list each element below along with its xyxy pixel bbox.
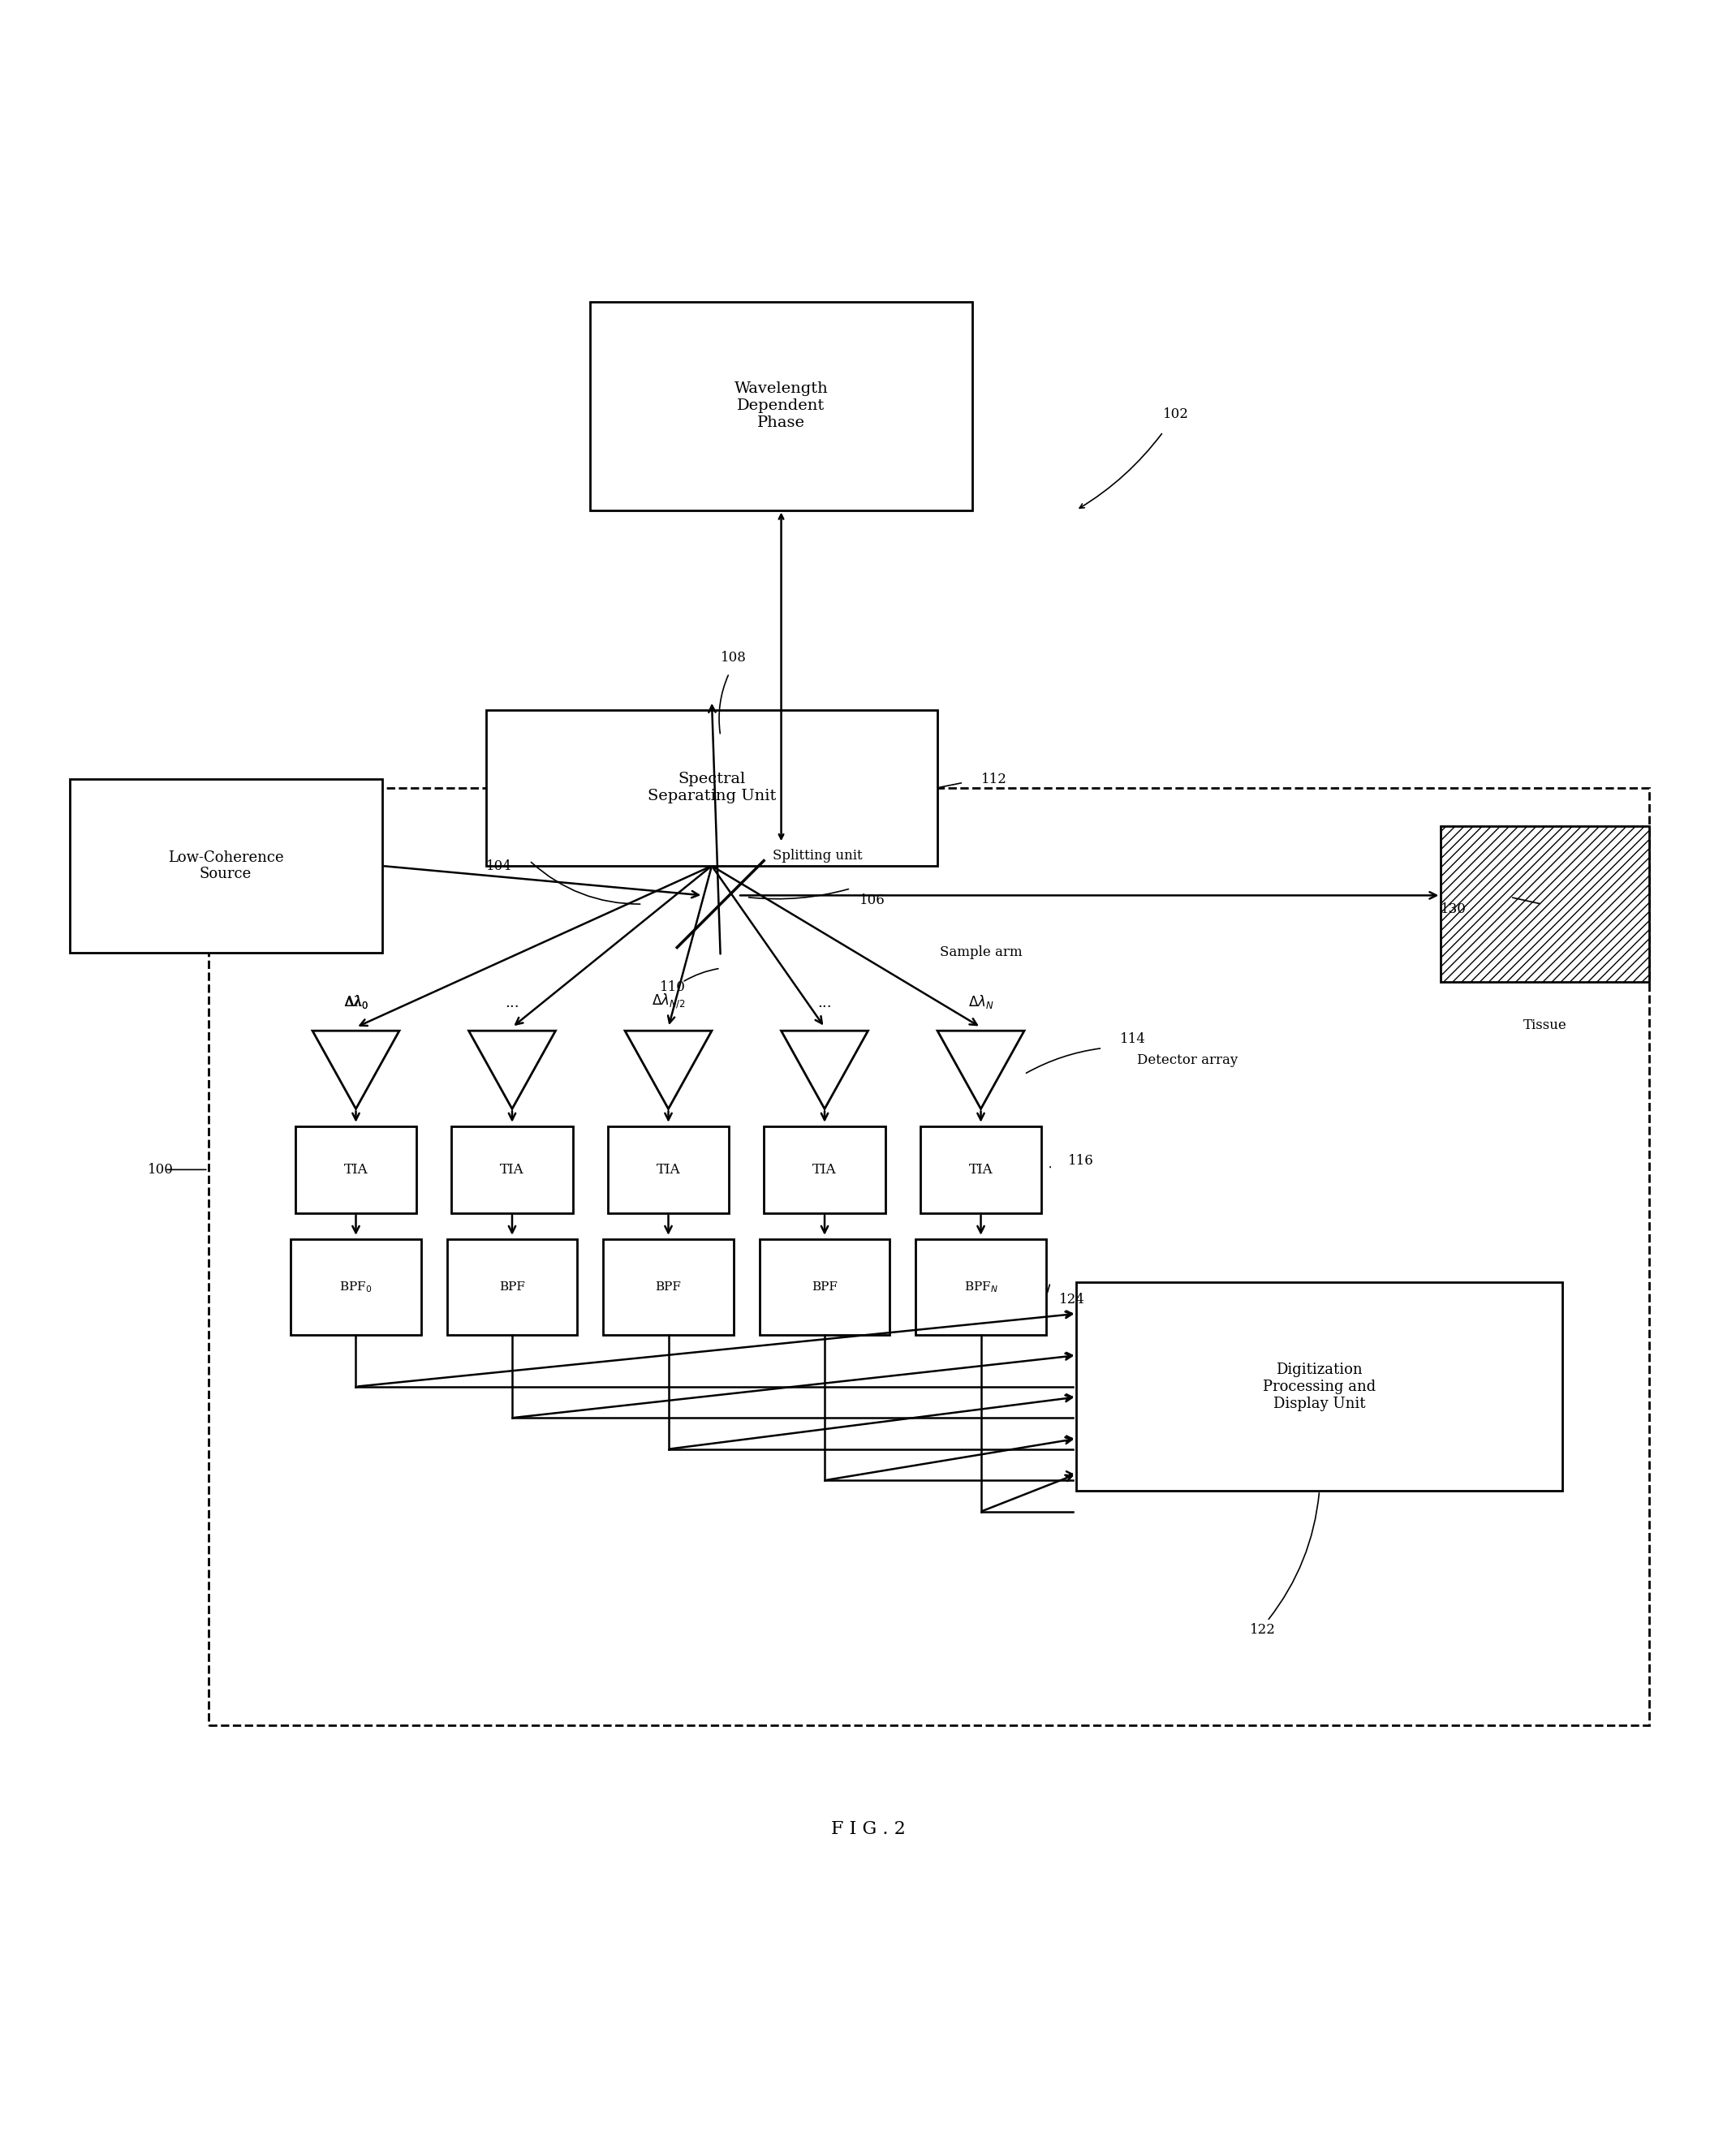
Text: F I G . 2: F I G . 2 (832, 1820, 904, 1839)
Text: Δλ$_0$: Δλ$_0$ (344, 993, 368, 1010)
Text: TIA: TIA (969, 1164, 993, 1176)
Text: 104: 104 (486, 859, 512, 874)
FancyBboxPatch shape (446, 1238, 576, 1334)
Text: BPF$_N$: BPF$_N$ (963, 1279, 998, 1294)
Text: BPF: BPF (656, 1281, 681, 1294)
Text: 122: 122 (1250, 1622, 1276, 1637)
FancyBboxPatch shape (1441, 827, 1649, 982)
Text: 112: 112 (981, 771, 1007, 786)
Text: Digitization
Processing and
Display Unit: Digitization Processing and Display Unit (1262, 1362, 1377, 1411)
FancyBboxPatch shape (917, 1238, 1045, 1334)
Text: 108: 108 (720, 650, 746, 665)
Text: BPF$_0$: BPF$_0$ (340, 1279, 372, 1294)
FancyBboxPatch shape (69, 780, 382, 953)
Polygon shape (469, 1031, 556, 1108)
Text: 124: 124 (1059, 1294, 1085, 1306)
Text: 100: 100 (148, 1164, 174, 1176)
Polygon shape (625, 1031, 712, 1108)
Text: TIA: TIA (344, 1164, 368, 1176)
Text: 114: 114 (1120, 1034, 1146, 1046)
Text: TIA: TIA (656, 1164, 681, 1176)
Polygon shape (781, 1031, 868, 1108)
Text: TIA: TIA (812, 1164, 837, 1176)
Text: $\Delta\lambda_0$: $\Delta\lambda_0$ (344, 993, 368, 1010)
Text: $\Delta\lambda_{N/2}$: $\Delta\lambda_{N/2}$ (651, 991, 686, 1010)
Text: Tissue: Tissue (1522, 1019, 1568, 1034)
Text: BPF: BPF (500, 1281, 524, 1294)
Text: Spectral
Separating Unit: Spectral Separating Unit (648, 771, 776, 803)
Text: Wavelength
Dependent
Phase: Wavelength Dependent Phase (734, 381, 828, 430)
Text: TIA: TIA (500, 1164, 524, 1176)
FancyBboxPatch shape (604, 1238, 733, 1334)
FancyBboxPatch shape (295, 1127, 417, 1213)
FancyBboxPatch shape (290, 1238, 420, 1334)
Polygon shape (937, 1031, 1024, 1108)
Text: 116: 116 (1068, 1155, 1094, 1168)
Text: Detector array: Detector array (1137, 1053, 1238, 1068)
Text: BPF: BPF (812, 1281, 837, 1294)
Text: 110: 110 (660, 980, 686, 995)
Text: $\Delta\lambda_N$: $\Delta\lambda_N$ (969, 993, 993, 1010)
FancyBboxPatch shape (590, 303, 972, 509)
Text: 102: 102 (1163, 407, 1189, 422)
FancyBboxPatch shape (764, 1127, 885, 1213)
Text: Sample arm: Sample arm (939, 946, 1023, 959)
FancyBboxPatch shape (1076, 1283, 1562, 1492)
FancyBboxPatch shape (920, 1127, 1042, 1213)
Text: Low-Coherence
Source: Low-Coherence Source (168, 850, 283, 882)
FancyBboxPatch shape (451, 1127, 573, 1213)
Text: Splitting unit: Splitting unit (773, 848, 863, 863)
Text: ...: ... (505, 995, 519, 1010)
Text: ...: ... (818, 995, 832, 1010)
FancyBboxPatch shape (608, 1127, 729, 1213)
FancyBboxPatch shape (486, 710, 937, 865)
FancyBboxPatch shape (759, 1238, 889, 1334)
Polygon shape (312, 1031, 399, 1108)
Text: 106: 106 (859, 893, 885, 908)
Text: 130: 130 (1441, 901, 1467, 916)
